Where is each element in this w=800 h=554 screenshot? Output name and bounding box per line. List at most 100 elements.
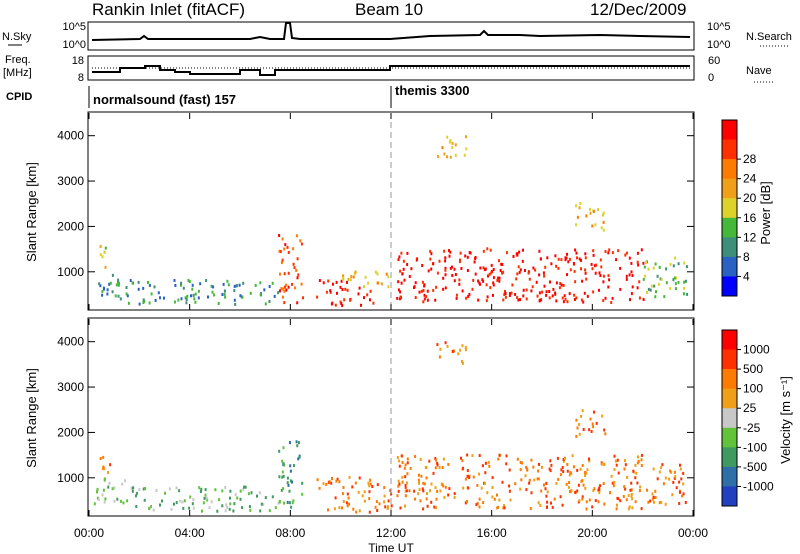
- scatter-cell: [508, 489, 511, 493]
- scatter-cell: [493, 497, 496, 501]
- scatter-cell: [630, 292, 633, 296]
- scatter-cell: [357, 490, 360, 494]
- noise-right-label: N.Search: [746, 31, 792, 43]
- scatter-cell: [459, 258, 461, 262]
- scatter-cell: [318, 279, 321, 282]
- scatter-cell: [439, 347, 442, 351]
- scatter-cell: [656, 274, 659, 278]
- scatter-cell: [679, 490, 681, 494]
- scatter-cell: [442, 276, 445, 280]
- scatter-cell: [472, 475, 475, 479]
- scatter-cell: [286, 500, 289, 504]
- scatter-cell: [505, 251, 508, 255]
- scatter-cell: [593, 410, 595, 414]
- ytick-label: 1000: [57, 471, 84, 485]
- scatter-cell: [249, 291, 252, 295]
- scatter-cell: [444, 485, 447, 489]
- scatter-cell: [636, 286, 639, 290]
- scatter-cell: [199, 490, 202, 494]
- scatter-cell: [135, 505, 138, 508]
- scatter-cell: [562, 470, 565, 474]
- colorbar-swatch: [722, 256, 737, 277]
- scatter-cell: [279, 250, 282, 253]
- colorbar-tick-label: 12: [743, 230, 757, 244]
- scatter-cell: [568, 489, 571, 493]
- scatter-cell: [283, 247, 286, 251]
- scatter-cell: [683, 261, 686, 265]
- scatter-cell: [214, 488, 217, 492]
- scatter-cell: [623, 485, 626, 489]
- scatter-cell: [678, 480, 681, 484]
- scatter-cell: [397, 258, 400, 262]
- scatter-cell: [296, 301, 299, 305]
- scatter-cell: [647, 287, 650, 291]
- scatter-cell: [268, 300, 271, 303]
- scatter-cell: [183, 499, 186, 503]
- scatter-cell: [375, 500, 378, 504]
- scatter-cell: [473, 260, 476, 264]
- scatter-cell: [627, 494, 630, 498]
- scatter-cell: [103, 467, 106, 471]
- scatter-cell: [150, 505, 152, 509]
- scatter-cell: [628, 505, 631, 509]
- scatter-cell: [106, 288, 109, 292]
- scatter-cell: [464, 346, 467, 349]
- scatter-cell: [429, 249, 432, 253]
- freq-left-tick-top: 18: [72, 55, 84, 67]
- scatter-cell: [575, 296, 578, 300]
- scatter-cell: [576, 256, 578, 260]
- scatter-cell: [420, 289, 423, 293]
- scatter-cell: [571, 454, 574, 458]
- scatter-cell: [432, 471, 435, 475]
- scatter-cell: [108, 481, 111, 485]
- scatter-cell: [638, 296, 641, 300]
- scatter-cell: [273, 294, 276, 298]
- scatter-cell: [327, 508, 329, 512]
- scatter-cell: [489, 248, 492, 252]
- scatter-cell: [468, 251, 471, 254]
- scatter-cell: [527, 271, 530, 275]
- scatter-cell: [408, 275, 411, 278]
- scatter-cell: [592, 489, 595, 492]
- scatter-cell: [239, 294, 242, 298]
- scatter-cell: [435, 506, 438, 510]
- scatter-cell: [630, 481, 633, 485]
- scatter-cell: [628, 273, 631, 277]
- scatter-cell: [603, 428, 606, 432]
- scatter-cell: [581, 479, 584, 483]
- power-yaxis: 1000 2000 3000 4000: [57, 129, 694, 279]
- scatter-cell: [212, 285, 215, 289]
- scatter-cell: [597, 208, 600, 211]
- scatter-cell: [138, 302, 141, 306]
- freq-trace: [92, 65, 690, 76]
- scatter-cell: [471, 454, 474, 458]
- scatter-cell: [660, 500, 663, 504]
- scatter-cell: [539, 257, 542, 261]
- scatter-cell: [637, 455, 639, 459]
- scatter-cell: [439, 489, 442, 493]
- scatter-cell: [283, 301, 286, 305]
- scatter-cell: [440, 482, 443, 486]
- scatter-cell: [630, 261, 633, 265]
- beam-title: Beam 10: [355, 0, 423, 19]
- scatter-cell: [545, 481, 548, 485]
- scatter-cell: [192, 293, 195, 297]
- colorbar-tick-label: 8: [743, 250, 750, 264]
- scatter-cell: [132, 486, 134, 490]
- scatter-cell: [101, 293, 104, 297]
- scatter-cell: [530, 289, 533, 293]
- scatter-cell: [126, 499, 129, 503]
- scatter-cell: [570, 489, 573, 492]
- scatter-cell: [117, 294, 120, 298]
- colorbar-swatch: [722, 447, 737, 468]
- scatter-cell: [478, 472, 480, 476]
- scatter-cell: [594, 271, 597, 275]
- scatter-cell: [144, 487, 147, 490]
- scatter-cell: [530, 458, 533, 462]
- scatter-cell: [204, 493, 207, 497]
- scatter-cell: [277, 291, 280, 295]
- scatter-cell: [598, 491, 601, 495]
- scatter-cell: [615, 258, 618, 262]
- scatter-cell: [93, 502, 96, 506]
- scatter-cell: [248, 505, 251, 509]
